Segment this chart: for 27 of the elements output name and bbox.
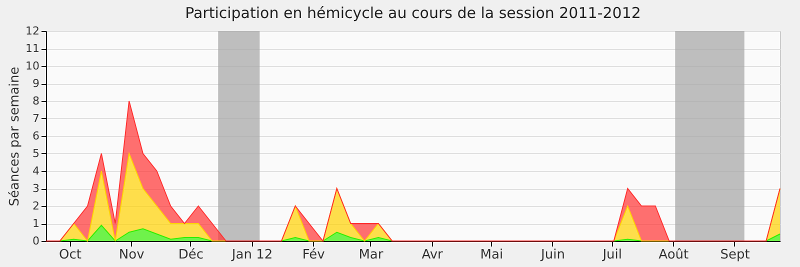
y-tick-label: 0 [32,234,40,248]
y-tick-label: 12 [26,24,40,38]
x-tick-label: Juil [602,248,622,262]
y-tick-label: 6 [32,130,40,142]
y-tick-label: 10 [26,60,40,72]
chart-title: Participation en hémicycle au cours de la session 2011-2012 [185,4,641,22]
x-tick-label: Sept [720,248,750,262]
y-tick-label: 1 [32,217,40,230]
y-tick-label: 11 [26,42,40,55]
x-tick-label: Mai [480,248,504,262]
y-axis-title: Séances par semaine [8,66,23,206]
y-tick-label: 2 [32,200,40,212]
x-tick-label: Avr [422,248,444,262]
x-tick-label: Mar [358,248,384,262]
x-tick-label: Août [658,248,689,262]
y-tick-label: 8 [32,94,40,108]
y-tick-label: 9 [32,77,40,90]
y-tick-label: 5 [32,147,40,160]
y-tick-label: 3 [32,182,40,195]
x-tick-label: Nov [118,248,145,262]
x-tick-label: Fév [302,248,326,262]
y-tick-label: 4 [32,164,40,178]
x-tick-label: Déc [178,248,204,262]
x-tick-label: Oct [59,248,82,262]
x-tick-label: Jan 12 [230,248,273,262]
x-tick-label: Juin [540,248,565,262]
y-tick-label: 7 [32,112,40,125]
